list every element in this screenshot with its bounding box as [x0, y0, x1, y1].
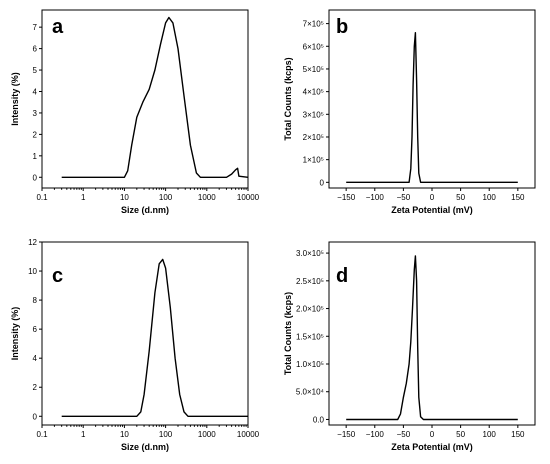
x-tick-label: 100 [159, 193, 173, 202]
y-tick-label: 2 [33, 130, 38, 139]
x-tick-label: −50 [397, 193, 411, 202]
y-axis-title: Intensity (%) [10, 307, 20, 361]
x-tick-label: 50 [456, 430, 465, 439]
x-tick-label: −100 [366, 430, 385, 439]
panel-d: −150 −100 −50 0 50 100 150 0.0 5.0×10⁴ 1.0×10⁵ 1.5… [283, 241, 536, 452]
y-tick-label: 2.5×10⁵ [296, 277, 324, 286]
y-tick-label: 4×10⁵ [303, 88, 324, 97]
series-line [61, 16, 249, 179]
y-tick-label: 0 [320, 178, 325, 187]
x-tick-label: 0.1 [36, 430, 48, 439]
x-axis-title: Zeta Potential (mV) [391, 442, 473, 452]
y-tick-label: 10 [28, 267, 37, 276]
x-tick-label: 10 [120, 193, 129, 202]
x-tick-label: 1000 [198, 193, 216, 202]
x-axis-title: Zeta Potential (mV) [391, 205, 473, 215]
y-axis-title: Total Counts (kcps) [283, 57, 293, 140]
series-line [346, 255, 518, 421]
y-tick-label: 4 [33, 87, 38, 96]
series-line [346, 32, 518, 184]
y-tick-label: 1.5×10⁵ [296, 332, 324, 341]
y-tick-label: 4 [33, 354, 38, 363]
x-tick-label: 0 [430, 193, 435, 202]
y-tick-label: 6 [33, 325, 38, 334]
x-tick-label: 1000 [198, 430, 216, 439]
y-tick-label: 6 [33, 45, 38, 54]
x-tick-label: 100 [483, 430, 497, 439]
panel-label: b [336, 16, 348, 38]
y-tick-label: 1 [33, 152, 38, 161]
y-tick-label: 6×10⁵ [303, 42, 324, 51]
x-tick-label: 100 [483, 193, 497, 202]
y-tick-label: 2×10⁵ [303, 133, 324, 142]
y-tick-label: 0.0 [313, 415, 325, 424]
y-tick-label: 2.0×10⁵ [296, 305, 324, 314]
x-tick-label: 150 [511, 430, 525, 439]
x-tick-label: −50 [397, 430, 411, 439]
y-tick-label: 0 [33, 173, 38, 182]
panel-label: d [336, 265, 348, 287]
y-tick-label: 5 [33, 66, 38, 75]
y-tick-label: 12 [28, 238, 37, 247]
panel-b: −150 −100 −50 0 50 100 150 0 1×10⁵ 2×10⁵ 3×10⁵ 4×10… [283, 9, 536, 215]
x-tick-label: 100 [159, 430, 173, 439]
y-tick-label: 5×10⁵ [303, 65, 324, 74]
x-tick-label: −100 [366, 193, 385, 202]
y-tick-label: 2 [33, 383, 38, 392]
x-tick-label: 1 [81, 193, 86, 202]
y-tick-label: 1×10⁵ [303, 156, 324, 165]
x-tick-label: 10000 [237, 430, 260, 439]
x-tick-label: 0 [430, 430, 435, 439]
x-tick-label: 10000 [237, 193, 260, 202]
x-axis-title: Size (d.nm) [121, 442, 169, 452]
x-tick-label: 0.1 [36, 193, 48, 202]
y-tick-label: 5.0×10⁴ [296, 388, 325, 397]
x-tick-label: 10 [120, 430, 129, 439]
plot-frame [41, 9, 249, 189]
x-tick-label: −150 [337, 193, 356, 202]
x-axis-title: Size (d.nm) [121, 205, 169, 215]
panel-label: a [52, 16, 64, 38]
y-tick-label: 0 [33, 412, 38, 421]
y-tick-label: 7×10⁵ [303, 20, 324, 29]
y-tick-label: 3 [33, 109, 38, 118]
y-axis-title: Intensity (%) [10, 72, 20, 126]
y-tick-label: 7 [33, 23, 38, 32]
x-tick-label: 50 [456, 193, 465, 202]
panel-c: 0.1 1 10 100 1000 10000 0 2 4 6 8 10 12 Size (d.nm) In… [10, 238, 260, 452]
y-tick-label: 1.0×10⁵ [296, 360, 324, 369]
panel-label: c [52, 265, 63, 287]
series-line [61, 258, 248, 417]
x-tick-label: −150 [337, 430, 356, 439]
y-tick-label: 8 [33, 296, 38, 305]
y-tick-label: 3×10⁵ [303, 110, 324, 119]
y-tick-label: 3.0×10⁵ [296, 249, 324, 258]
plot-frame [328, 241, 536, 426]
y-axis-title: Total Counts (kcps) [283, 292, 293, 375]
x-tick-label: 150 [511, 193, 525, 202]
plot-frame [328, 9, 536, 189]
x-tick-label: 1 [81, 430, 86, 439]
plot-frame [41, 241, 249, 426]
panel-a: 0.1 1 10 100 1000 10000 0 1 2 3 4 5 6 7 Size (d.nm) Int… [10, 9, 260, 215]
